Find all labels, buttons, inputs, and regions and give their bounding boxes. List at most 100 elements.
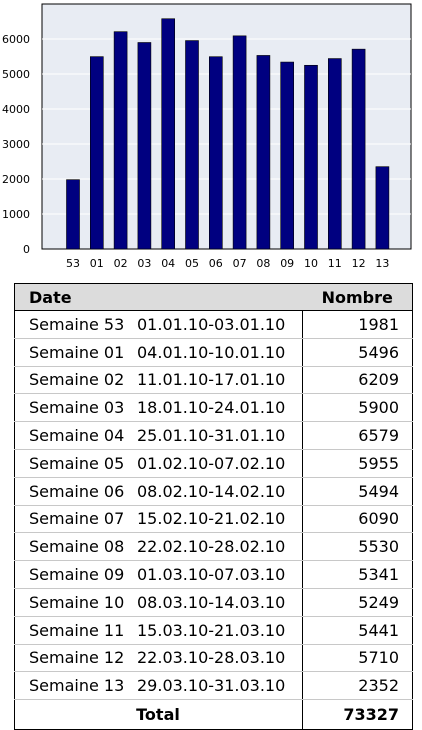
table-row: Semaine 05 01.02.10-07.02.10 5955 [14, 449, 413, 478]
bar-week-10 [304, 64, 318, 250]
x-tick-label: 05 [185, 257, 199, 270]
date-range-cell: 01.02.10-07.02.10 [137, 449, 303, 478]
count-cell: 6090 [302, 505, 413, 534]
bar-chart: 0 1000 2000 3000 4000 5000 6000 53 01 02 03 04 05 06… [2, 3, 412, 270]
x-axis-tick-labels: 53 01 02 03 04 05 06 07 08 09 10 11 12 13 [66, 257, 389, 270]
count-cell: 5530 [302, 532, 413, 562]
count-cell: 5710 [302, 644, 413, 673]
count-cell: 5249 [302, 588, 413, 617]
date-range-cell: 22.03.10-28.03.10 [137, 644, 303, 673]
x-tick-label: 03 [137, 257, 151, 270]
x-tick-label: 13 [375, 257, 389, 270]
date-range-cell: 01.01.10-03.01.10 [137, 310, 303, 339]
bar-week-03 [137, 42, 152, 250]
table-row: Semaine 01 04.01.10-10.01.10 5496 [14, 338, 413, 367]
week-cell: Semaine 53 [14, 310, 137, 339]
week-cell: Semaine 02 [14, 366, 137, 395]
date-range-cell: 08.02.10-14.02.10 [137, 477, 303, 506]
x-tick-label: 01 [90, 257, 104, 270]
y-tick-label: 4000 [2, 103, 30, 116]
bar-week-09 [280, 61, 295, 250]
x-tick-label: 09 [280, 257, 294, 270]
x-tick-label: 04 [161, 257, 175, 270]
table-row: Semaine 11 15.03.10-21.03.10 5441 [14, 616, 413, 645]
table-row: Semaine 12 22.03.10-28.03.10 5710 [14, 644, 413, 673]
bar-week-13 [375, 166, 390, 250]
week-cell: Semaine 05 [14, 449, 137, 478]
column-header-count: Nombre [302, 283, 413, 311]
count-cell: 1981 [302, 310, 413, 339]
y-tick-label: 0 [23, 243, 30, 256]
y-tick-label: 5000 [2, 68, 30, 81]
x-tick-label: 06 [209, 257, 223, 270]
x-tick-label: 07 [233, 257, 247, 270]
week-cell: Semaine 10 [14, 588, 137, 617]
bar-week-06 [209, 56, 223, 250]
table-row: Semaine 08 22.02.10-28.02.10 5530 [14, 532, 413, 562]
count-cell: 6579 [302, 421, 413, 450]
date-range-cell: 29.03.10-31.03.10 [137, 671, 303, 701]
date-range-cell: 04.01.10-10.01.10 [137, 338, 303, 367]
week-cell: Semaine 03 [14, 393, 137, 423]
week-cell: Semaine 08 [14, 532, 137, 562]
table-row: Semaine 06 08.02.10-14.02.10 5494 [14, 477, 413, 506]
x-tick-label: 11 [328, 257, 342, 270]
y-axis-tick-labels: 0 1000 2000 3000 4000 5000 6000 [2, 33, 30, 256]
week-cell: Semaine 09 [14, 560, 137, 589]
table-row: Semaine 13 29.03.10-31.03.10 2352 [14, 671, 413, 701]
count-cell: 5494 [302, 477, 413, 506]
count-cell: 5900 [302, 393, 413, 423]
bar-week-12 [351, 48, 366, 250]
count-cell: 5496 [302, 338, 413, 367]
table-row: Semaine 53 01.01.10-03.01.10 1981 [14, 310, 413, 339]
bar-week-53 [66, 179, 80, 250]
week-cell: Semaine 07 [14, 505, 137, 534]
column-header-date: Date [14, 283, 303, 311]
week-cell: Semaine 06 [14, 477, 137, 506]
bar-week-04 [161, 18, 175, 250]
table-row: Semaine 10 08.03.10-14.03.10 5249 [14, 588, 413, 617]
date-range-cell: 25.01.10-31.01.10 [137, 421, 303, 450]
y-tick-label: 3000 [2, 138, 30, 151]
bars [66, 18, 390, 250]
date-range-cell: 18.01.10-24.01.10 [137, 393, 303, 423]
week-cell: Semaine 11 [14, 616, 137, 645]
table-row: Semaine 07 15.02.10-21.02.10 6090 [14, 505, 413, 534]
table-header-row: Date Nombre [14, 283, 413, 311]
x-tick-label: 02 [114, 257, 128, 270]
week-cell: Semaine 13 [14, 671, 137, 701]
x-tick-label: 10 [304, 257, 318, 270]
count-cell: 6209 [302, 366, 413, 395]
y-tick-label: 2000 [2, 173, 30, 186]
y-tick-label: 6000 [2, 33, 30, 46]
table-row: Semaine 03 18.01.10-24.01.10 5900 [14, 393, 413, 423]
count-cell: 5441 [302, 616, 413, 645]
x-tick-label: 12 [352, 257, 366, 270]
table-row: Semaine 04 25.01.10-31.01.10 6579 [14, 421, 413, 450]
x-tick-label: 53 [66, 257, 80, 270]
bar-week-01 [90, 56, 104, 250]
date-range-cell: 15.03.10-21.03.10 [137, 616, 303, 645]
table-row: Semaine 09 01.03.10-07.03.10 5341 [14, 560, 413, 589]
week-cell: Semaine 12 [14, 644, 137, 673]
count-cell: 5341 [302, 560, 413, 589]
date-range-cell: 01.03.10-07.03.10 [137, 560, 303, 589]
bar-week-02 [113, 31, 128, 250]
table-row: Semaine 02 11.01.10-17.01.10 6209 [14, 366, 413, 395]
bar-week-08 [256, 55, 271, 250]
bar-week-11 [327, 58, 342, 250]
date-range-cell: 15.02.10-21.02.10 [137, 505, 303, 534]
week-cell: Semaine 01 [14, 338, 137, 367]
table-body: Semaine 53 01.01.10-03.01.10 1981 Semaine 0… [14, 310, 413, 701]
date-range-cell: 11.01.10-17.01.10 [137, 366, 303, 395]
count-cell: 5955 [302, 449, 413, 478]
x-tick-label: 08 [256, 257, 270, 270]
count-cell: 2352 [302, 671, 413, 701]
week-cell: Semaine 04 [14, 421, 137, 450]
bar-week-07 [232, 35, 247, 250]
y-tick-label: 1000 [2, 208, 30, 221]
date-range-cell: 08.03.10-14.03.10 [137, 588, 303, 617]
weekly-counts-table: Date Nombre Semaine 53 01.01.10-03.01.10 1… [14, 283, 413, 730]
bar-week-05 [185, 40, 199, 250]
date-range-cell: 22.02.10-28.02.10 [137, 532, 303, 562]
